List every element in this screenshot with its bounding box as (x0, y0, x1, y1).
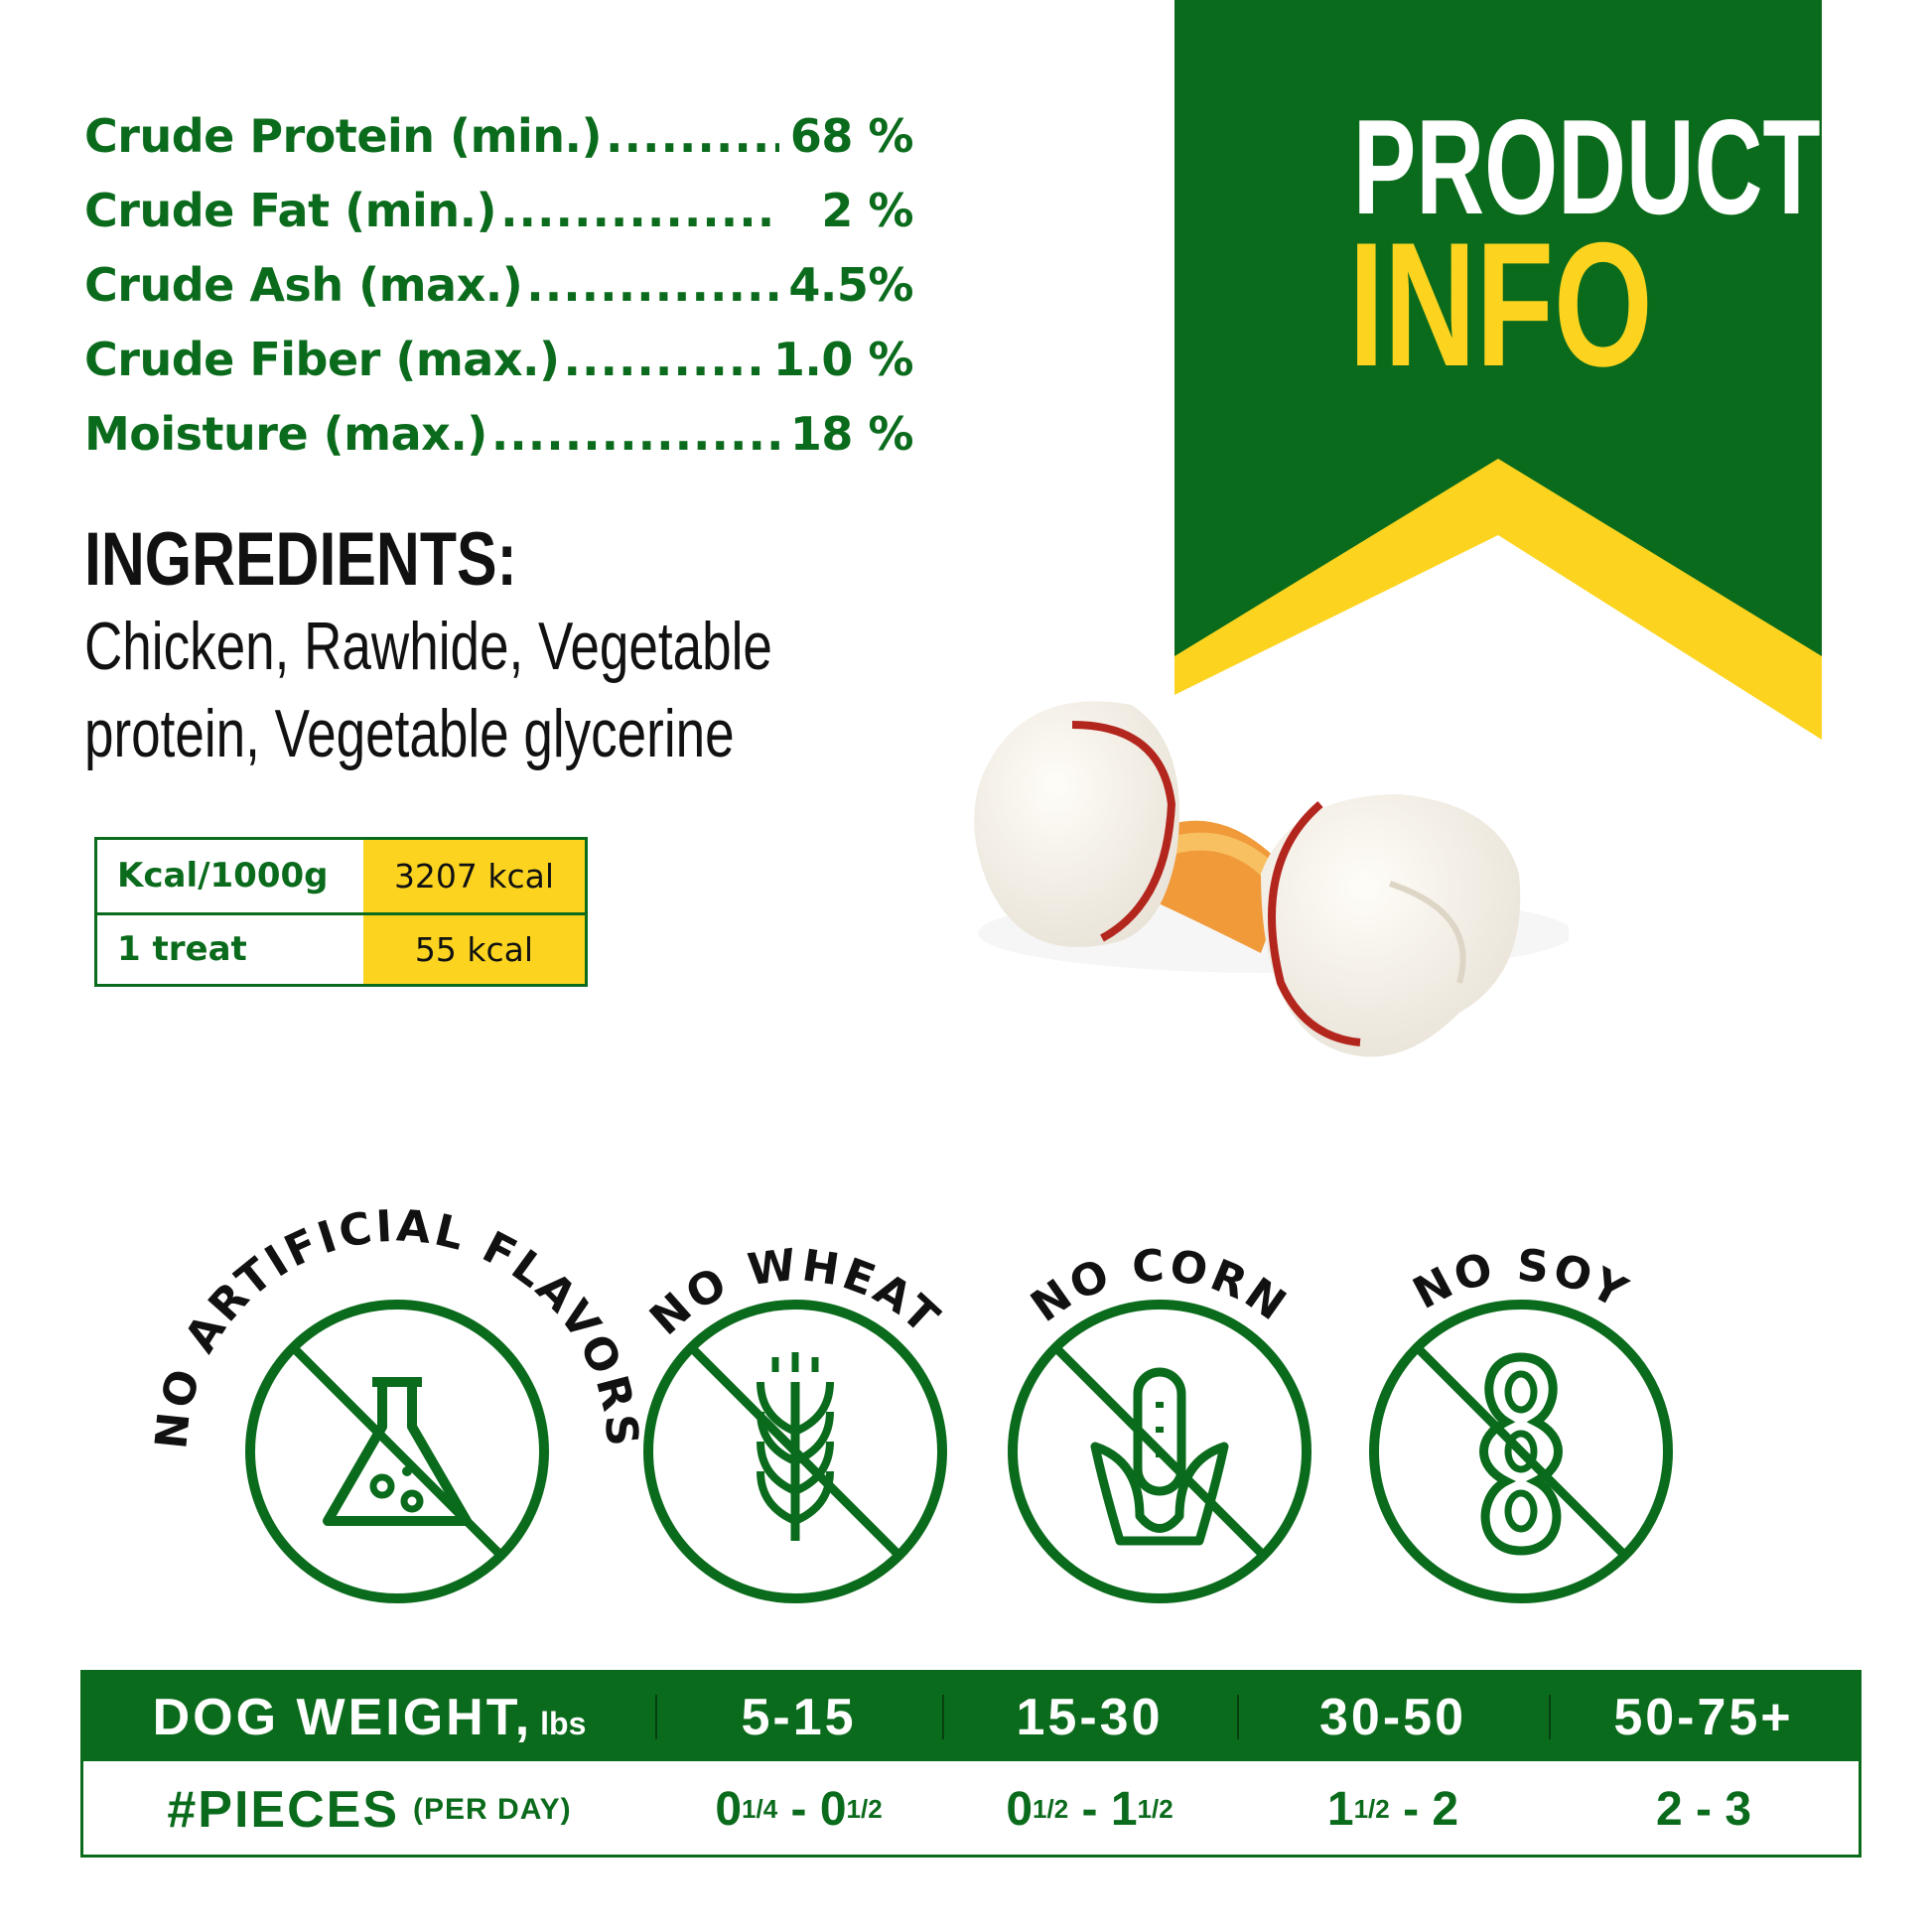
flask-icon (323, 1377, 472, 1526)
banner-title-product: PRODUCT (1352, 91, 1821, 242)
analysis-value: 1.0 % (772, 333, 914, 386)
calorie-label: 1 treat (117, 929, 247, 970)
leader-dots: ........................................… (563, 333, 763, 386)
analysis-value: 18 % (789, 407, 914, 461)
analysis-row: Crude Ash (max.)........................… (84, 253, 913, 317)
allergen-badges: NO ARTIFICIAL FLAVORS NO WHEAT NO CORN N… (146, 1200, 1673, 1603)
analysis-row: Moisture (max.).........................… (84, 402, 914, 466)
calorie-value: 3207 kcal (363, 840, 585, 912)
calorie-value: 55 kcal (363, 914, 585, 984)
analysis-label: Crude Fat (min.) (84, 184, 497, 237)
leader-dots: ........................................… (526, 258, 779, 312)
pieces-row: #PIECES (PER DAY) 0 1/4 - 0 1/2 0 1/2 - 1 1/2 1… (83, 1761, 1859, 1858)
ingredients-line-1: Chicken, Rawhide, Vegetable (84, 609, 772, 684)
badge-no-corn: NO CORN (1008, 1240, 1311, 1603)
analysis-label: Moisture (max.) (84, 407, 487, 461)
leader-dots: ........................................… (490, 407, 779, 461)
ingredients-title: INGREDIENTS: (84, 517, 517, 602)
prohibition-slash (688, 1344, 902, 1559)
dog-weight-row: DOG WEIGHT, lbs 5-15 15-30 30-50 50-75+ (83, 1673, 1859, 1761)
analysis-row: Crude Fiber (max.)......................… (84, 328, 914, 391)
calorie-table: Kcal/1000g 3207 kcal 1 treat 55 kcal (94, 837, 588, 987)
pieces-cell: 1 1/2 - 2 (1326, 1783, 1459, 1836)
banner-title-info: INFO (1348, 206, 1654, 403)
badge-label: NO WHEAT (640, 1239, 950, 1345)
calorie-row: 1 treat 55 kcal (97, 911, 585, 984)
weight-cell: 30-50 (1237, 1673, 1549, 1761)
banner-yellow-chevron (1174, 437, 1822, 740)
badge-no-artificial-flavors: NO ARTIFICIAL FLAVORS (146, 1200, 647, 1603)
leader-dots: ........................................… (606, 109, 779, 163)
analysis-row: Crude Protein (min.)....................… (84, 104, 914, 168)
soybean-icon (1479, 1352, 1563, 1556)
weight-cell: 50-75+ (1549, 1673, 1859, 1761)
analysis-value: 4.5% (788, 258, 913, 312)
badge-no-soy: NO SOY (1369, 1240, 1673, 1603)
rawhide-bone-image (974, 701, 1569, 1057)
pieces-cell: 0 1/4 - 0 1/2 (715, 1783, 883, 1836)
prohibition-slash (290, 1344, 504, 1559)
ingredients-line-2: protein, Vegetable glycerine (84, 696, 735, 771)
badge-label: NO CORN (1022, 1240, 1297, 1332)
pieces-cell: 2 - 3 (1655, 1783, 1752, 1836)
dog-weight-label: DOG WEIGHT, lbs (152, 1688, 587, 1746)
pieces-cell: 0 1/2 - 1 1/2 (1006, 1783, 1173, 1836)
weight-cell: 15-30 (942, 1673, 1237, 1761)
feeding-guide-table: DOG WEIGHT, lbs 5-15 15-30 30-50 50-75+ #… (80, 1670, 1862, 1858)
analysis-label: Crude Protein (min.) (84, 109, 603, 163)
analysis-label: Crude Fiber (max.) (84, 333, 560, 386)
prohibition-slash (1052, 1344, 1267, 1559)
analysis-row: Crude Fat (min.)........................… (84, 179, 914, 242)
badge-no-wheat: NO WHEAT (640, 1239, 950, 1603)
badge-label: NO ARTIFICIAL FLAVORS (146, 1200, 647, 1450)
analysis-value: 68 % (789, 109, 914, 163)
calorie-row: Kcal/1000g 3207 kcal (97, 840, 585, 912)
product-info-banner (1174, 0, 1822, 740)
analysis-value: 2 % (821, 184, 913, 237)
banner-green (1174, 0, 1822, 656)
calorie-label: Kcal/1000g (117, 856, 329, 897)
pieces-label: #PIECES (PER DAY) (167, 1780, 572, 1839)
leader-dots: ........................................… (500, 184, 779, 237)
weight-cell: 5-15 (655, 1673, 942, 1761)
wheat-icon (757, 1352, 834, 1541)
prohibition-slash (1414, 1344, 1628, 1559)
analysis-label: Crude Ash (max.) (84, 258, 523, 312)
